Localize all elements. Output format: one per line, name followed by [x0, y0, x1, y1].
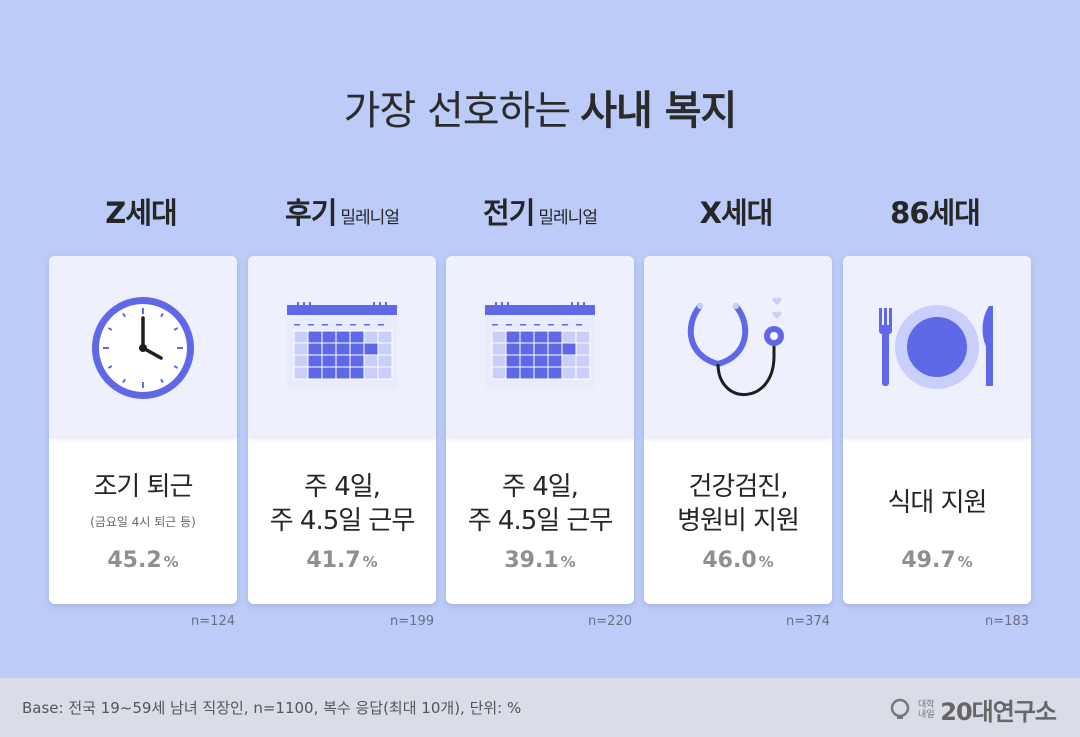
sample-size: n=374 — [786, 614, 830, 629]
percent-value: 41.7% — [306, 548, 378, 573]
column-late-millennial: 후기 밀레니얼 — [248, 190, 436, 629]
logo-main-text: 20대연구소 — [940, 698, 1057, 726]
title-regular: 가장 선호하는 — [343, 88, 572, 134]
stethoscope-icon — [687, 297, 784, 397]
benefit-card: 식대 지원 49.7% — [843, 256, 1031, 604]
generation-label: Z세대 — [105, 196, 177, 230]
benefit-card: 주 4일, 주 4.5일 근무 39.1% — [446, 256, 634, 604]
footer: Base: 전국 19~59세 남녀 직장인, n=1100, 복수 응답(최대… — [0, 678, 1080, 737]
card-icon-area — [644, 256, 832, 436]
sample-size: n=220 — [588, 614, 632, 629]
lightbulb-icon — [891, 698, 910, 719]
clock-icon — [92, 297, 194, 399]
base-note: Base: 전국 19~59세 남녀 직장인, n=1100, 복수 응답(최대… — [22, 699, 522, 717]
column-x-generation: X세대 건강검진, 병원비 지원 46.0% n=374 — [644, 190, 832, 629]
sample-size: n=124 — [191, 614, 235, 629]
calendar-icon — [287, 302, 397, 390]
title-bold: 사내 복지 — [580, 88, 737, 134]
generation-label: 전기 밀레니얼 — [483, 196, 598, 230]
benefit-note: (금요일 4시 퇴근 등) — [90, 515, 196, 529]
meal-icon — [879, 305, 993, 389]
benefit-card: 주 4일, 주 4.5일 근무 41.7% — [248, 256, 436, 604]
logo: 대학내일 20대연구소 — [888, 692, 1057, 727]
benefit-label: 건강검진, 병원비 지원 — [677, 472, 800, 536]
column-86-generation: 86세대 식대 지원 49.7% n=183 — [843, 190, 1031, 629]
percent-value: 45.2% — [107, 548, 179, 573]
percent-value: 46.0% — [702, 548, 774, 573]
logo-small-text: 대학내일 — [918, 699, 935, 720]
generation-label: X세대 — [699, 196, 774, 230]
generation-label: 후기 밀레니얼 — [285, 196, 400, 230]
column-z-generation: Z세대 조기 퇴근 (금요일 4시 퇴근 등) 45.2% — [49, 190, 237, 629]
benefit-label: 식대 지원 — [887, 488, 988, 518]
percent-value: 49.7% — [901, 548, 973, 573]
page-title: 가장 선호하는 사내 복지 — [0, 78, 1080, 136]
card-icon-area — [843, 256, 1031, 436]
benefit-card: 건강검진, 병원비 지원 46.0% — [644, 256, 832, 604]
column-early-millennial: 전기 밀레니얼 — [446, 190, 634, 629]
card-icon-area — [49, 256, 237, 436]
benefit-label: 조기 퇴근 — [93, 472, 194, 502]
benefit-card: 조기 퇴근 (금요일 4시 퇴근 등) 45.2% — [49, 256, 237, 604]
calendar-icon — [485, 302, 595, 390]
sample-size: n=199 — [390, 614, 434, 629]
card-icon-area — [446, 256, 634, 436]
sample-size: n=183 — [985, 614, 1029, 629]
benefit-label: 주 4일, 주 4.5일 근무 — [269, 472, 416, 536]
benefit-label: 주 4일, 주 4.5일 근무 — [467, 472, 614, 536]
percent-value: 39.1% — [504, 548, 576, 573]
generation-label: 86세대 — [890, 196, 981, 230]
card-icon-area — [248, 256, 436, 436]
